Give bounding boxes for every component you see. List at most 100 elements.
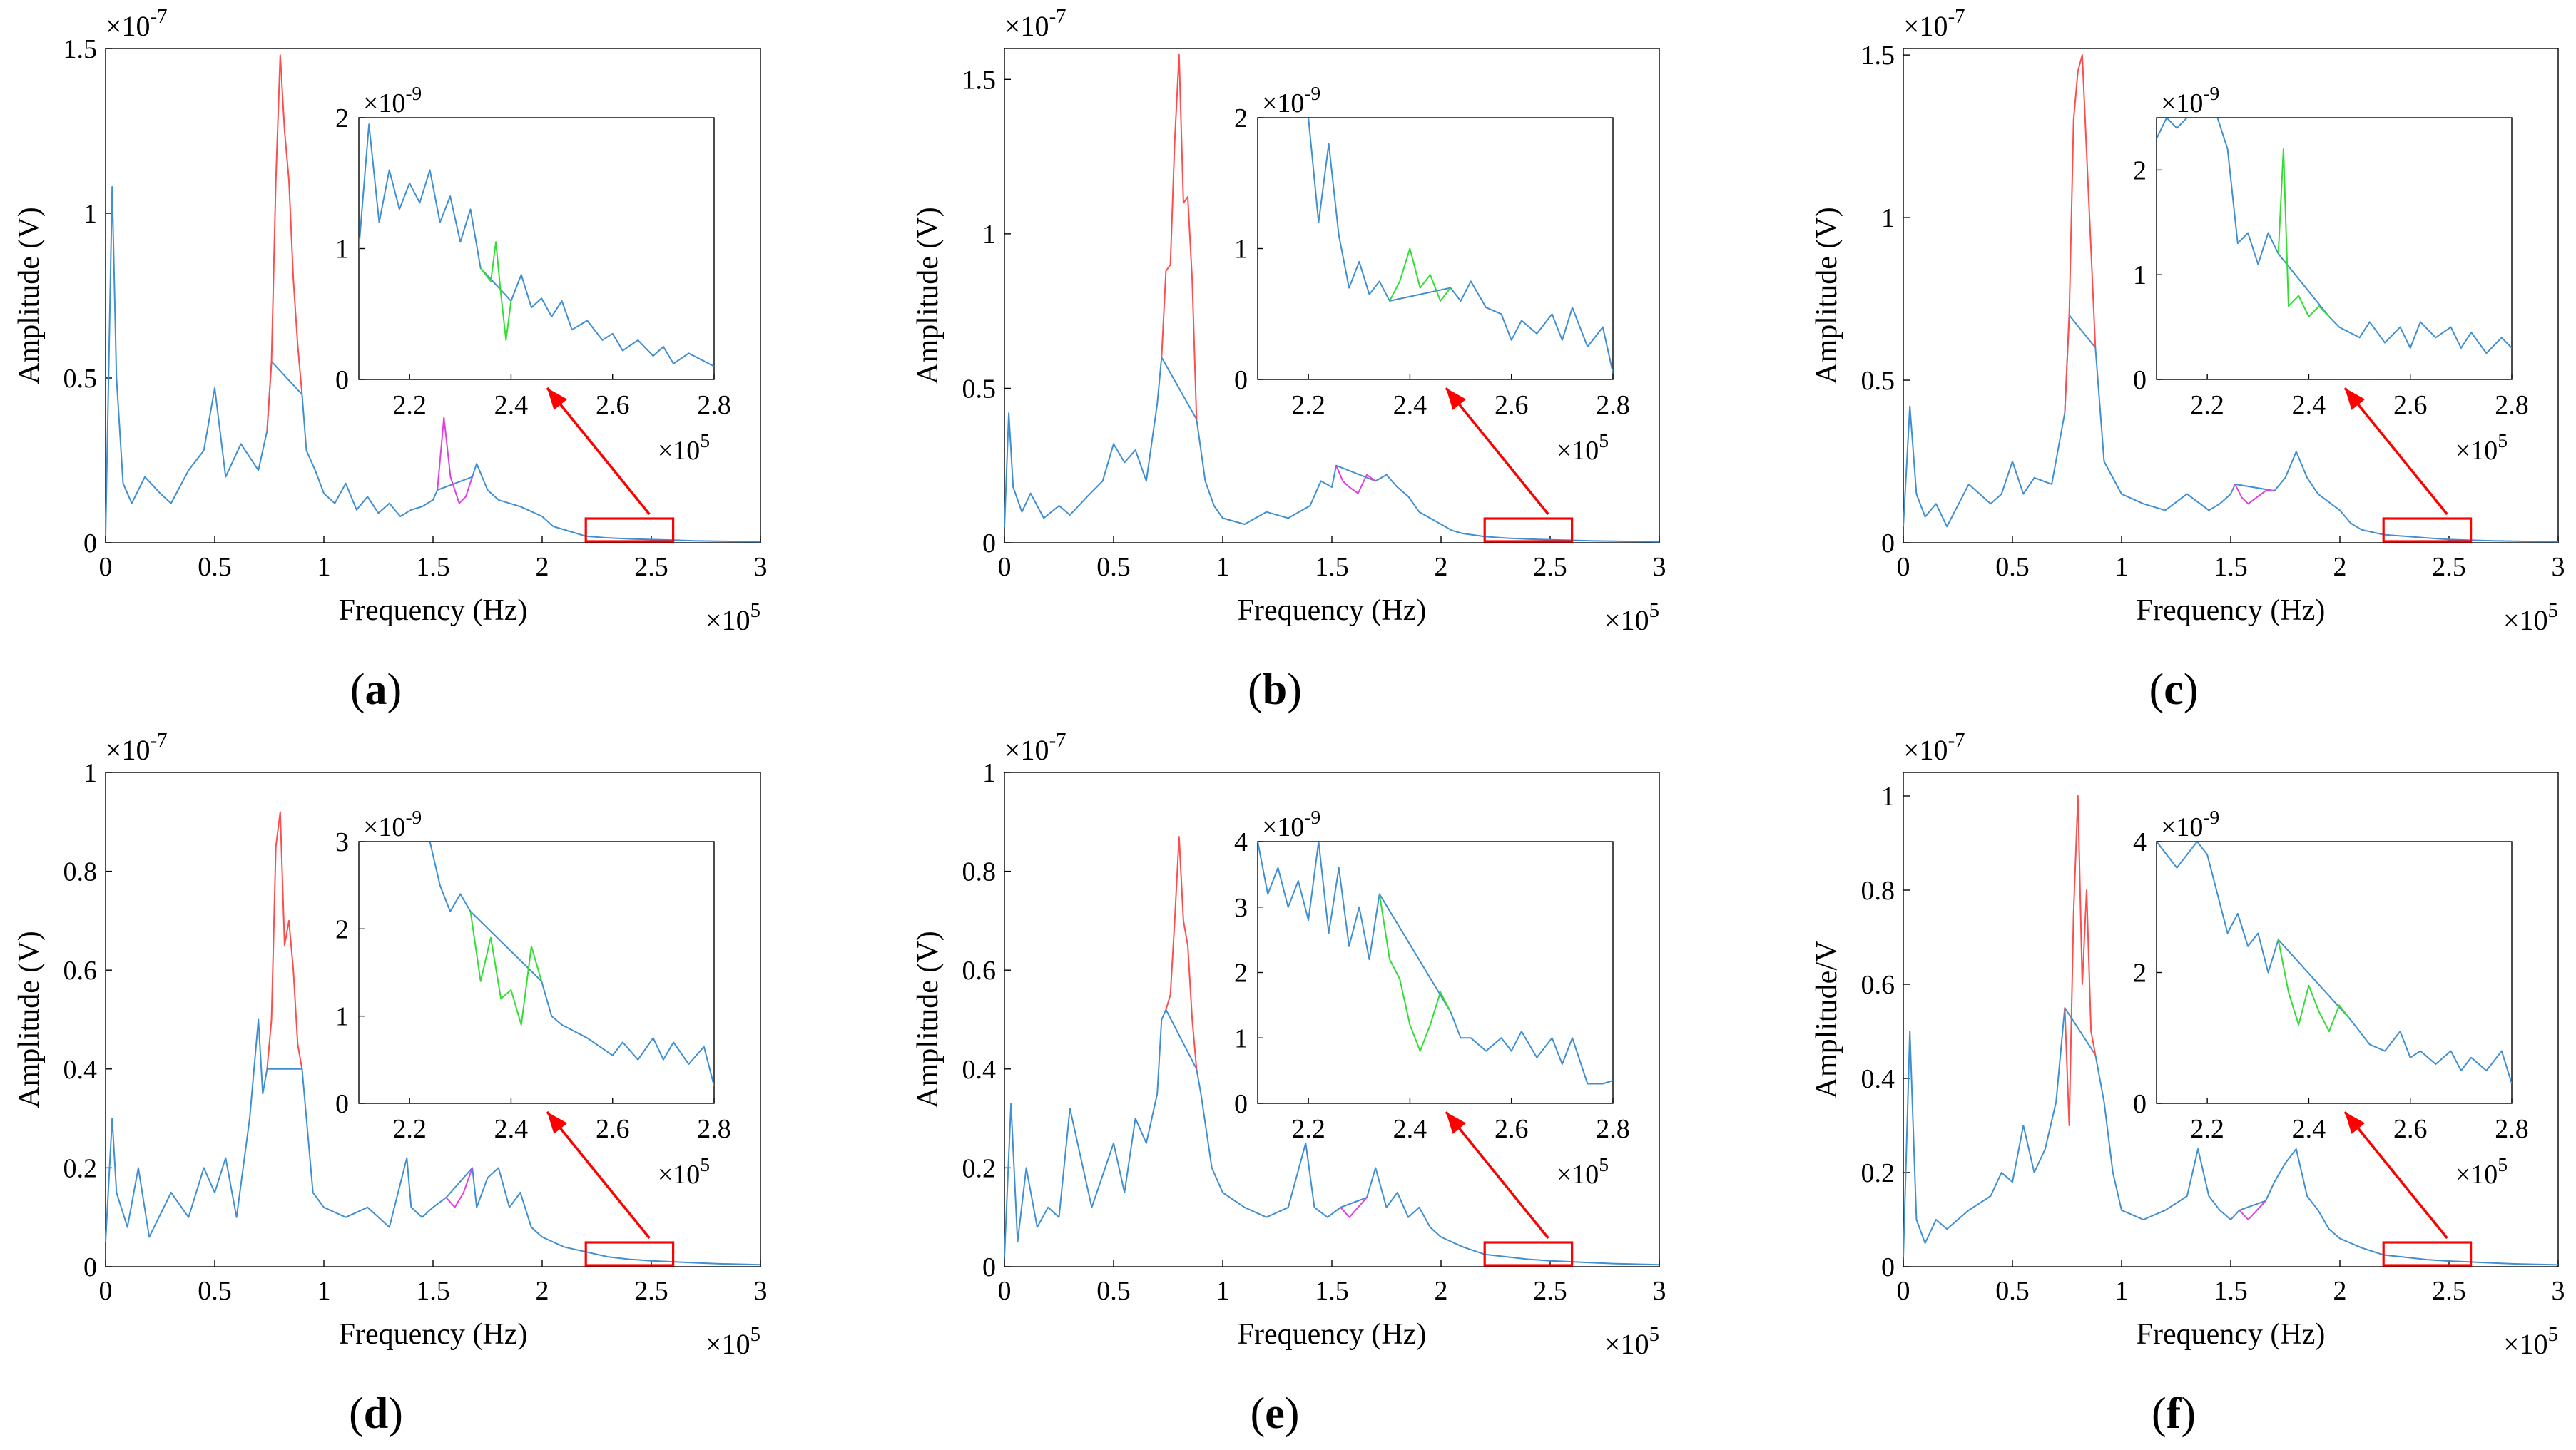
inset-x-exponent-label: ×105: [2455, 430, 2508, 466]
series-line-second-peak: [445, 1168, 474, 1208]
y-exponent-label-base: ×10: [1903, 10, 1948, 42]
panel-label-open: (: [349, 1389, 364, 1438]
inset-frame: [1257, 841, 1614, 1104]
inset-x-exponent-label-exponent: 5: [700, 430, 710, 451]
y-tick-label: 1: [83, 199, 97, 229]
y-exponent-label-exponent: -7: [1948, 729, 1965, 752]
y-axis-title: Amplitude (V): [912, 931, 945, 1108]
x-tick-label: 0: [998, 1276, 1012, 1306]
y-axis-title: Amplitude/V: [1811, 941, 1843, 1099]
y-tick-label: 0.2: [63, 1153, 98, 1183]
x-tick-label: 2: [536, 552, 549, 582]
zoom-arrow-shaft: [546, 1111, 651, 1240]
inset-series-line-inset-spectrum: [359, 842, 714, 1086]
y-tick-label: 0: [1881, 529, 1895, 558]
zoom-arrow-head: [2344, 388, 2366, 410]
inset-x-exponent-label: ×105: [658, 430, 710, 466]
inset-x-tick-label: 2.2: [392, 1114, 427, 1144]
x-tick-label: 2.5: [1533, 1276, 1567, 1306]
y-tick-label: 0.4: [1861, 1064, 1895, 1094]
y-exponent-label: ×10-7: [106, 5, 168, 42]
x-tick-label: 0.5: [1096, 1276, 1131, 1306]
y-tick-label: 0: [83, 529, 97, 558]
inset-y-exponent-label: ×10-9: [2161, 807, 2219, 842]
inset-series-group: [359, 123, 714, 367]
inset-x-exponent-label-exponent: 5: [2498, 1154, 2508, 1175]
panel-f: 0 0.5 1 1.5 2 2.5 300.20.40.60.81×10-7×105Freq…: [1811, 729, 2565, 1438]
y-axis-title: Amplitude (V): [1811, 207, 1843, 384]
inset-y-tick-label: 2: [335, 914, 349, 944]
series-line-second-peak: [2234, 484, 2275, 505]
y-tick-label: 1: [982, 220, 996, 250]
highlight-box: [2382, 1241, 2473, 1267]
y-tick-label: 0.5: [1861, 366, 1895, 396]
inset-x-tick-label: 2.8: [697, 1114, 731, 1144]
panel-label-close: ): [2181, 1389, 2196, 1438]
y-exponent-label-base: ×10: [1004, 10, 1049, 42]
y-tick-label: 0: [1881, 1252, 1895, 1282]
y-exponent-label-exponent: -7: [1049, 729, 1066, 752]
series-line-spectrum: [105, 186, 761, 543]
panel-label-letter: a: [365, 665, 387, 714]
x-tick-label: 1.5: [1315, 1276, 1349, 1306]
series-line-main-peak: [1165, 836, 1198, 1069]
inset-y-tick-label: 0: [335, 1089, 349, 1119]
inset-y-tick-label: 3: [1234, 893, 1248, 923]
x-exponent-label-exponent: 5: [2548, 599, 2558, 622]
y-tick-label: 0.6: [1861, 970, 1895, 1000]
inset-x-exponent-label: ×105: [1557, 430, 1609, 466]
x-exponent-label: ×105: [2503, 1323, 2558, 1360]
y-tick-label: 0: [83, 1252, 97, 1282]
inset-x-exponent-label-base: ×10: [1557, 436, 1599, 466]
panel-e: 0 0.5 1 1.5 2 2.5 300.20.40.60.81×10-7×105Freq…: [912, 729, 1666, 1438]
series-line-main-peak: [266, 54, 303, 431]
x-tick-label: 3: [2552, 552, 2565, 582]
inset-x-tick-label: 2.6: [2393, 1114, 2428, 1144]
panel-label-close: ): [388, 1389, 403, 1438]
panel-label-letter: f: [2167, 1389, 2182, 1438]
inset-y-tick-label: 0: [2133, 1089, 2147, 1119]
inset-x-tick-label: 2.8: [1596, 390, 1630, 420]
y-exponent-label: ×10-7: [106, 729, 168, 766]
inset-y-exponent-label: ×10-9: [363, 83, 422, 118]
inset-y-tick-label: 4: [2133, 827, 2147, 857]
inset-y-exponent-label: ×10-9: [363, 807, 422, 842]
inset-x-exponent-label-base: ×10: [1557, 1160, 1599, 1190]
zoom-arrow-shaft: [2343, 387, 2448, 516]
inset-series-line-inset-highlight: [1378, 894, 1452, 1052]
series-line-main-peak: [2064, 54, 2097, 413]
x-tick-label: 1: [317, 552, 331, 582]
x-tick-label: 1.5: [416, 552, 450, 582]
series-line-spectrum: [1004, 357, 1660, 543]
panel-label-close: ): [2184, 665, 2199, 714]
y-tick-label: 1.5: [962, 65, 997, 95]
inset-y-tick-label: 0: [1234, 1089, 1248, 1119]
x-tick-label: 2.5: [2432, 1276, 2466, 1306]
x-tick-label: 2: [1435, 552, 1448, 582]
x-tick-label: 2: [536, 1276, 549, 1306]
inset-series-line-inset-spectrum: [1308, 118, 1613, 374]
inset-x-tick-label: 2.4: [1393, 1114, 1427, 1144]
x-exponent-label-base: ×10: [1604, 604, 1649, 636]
x-exponent-label-exponent: 5: [1649, 1323, 1659, 1346]
y-tick-label: 1.5: [63, 34, 98, 64]
inset-y-exponent-label: ×10-9: [1262, 807, 1320, 842]
inset-y-tick-label: 0: [335, 365, 349, 395]
inset-x-tick-label: 2.8: [1596, 1114, 1630, 1144]
x-tick-label: 3: [2552, 1276, 2565, 1306]
y-tick-label: 0.6: [63, 956, 98, 986]
x-tick-label: 1.5: [416, 1276, 450, 1306]
inset-x-exponent-label: ×105: [658, 1154, 710, 1190]
zoom-arrow-head: [2344, 1112, 2366, 1134]
inset-x-exponent-label-base: ×10: [2455, 436, 2498, 466]
inset-y-exponent-label: ×10-9: [2161, 83, 2219, 118]
inset-y-tick-label: 3: [335, 827, 349, 857]
inset-series-line-inset-spectrum: [2157, 118, 2512, 354]
inset-frame: [2156, 117, 2513, 380]
inset-y-tick-label: 2: [335, 103, 349, 133]
inset-x-exponent-label-base: ×10: [658, 436, 700, 466]
panel-c: 0 0.5 1 1.5 2 2.5 300.511.5×10-7×105Frequency …: [1811, 5, 2565, 714]
